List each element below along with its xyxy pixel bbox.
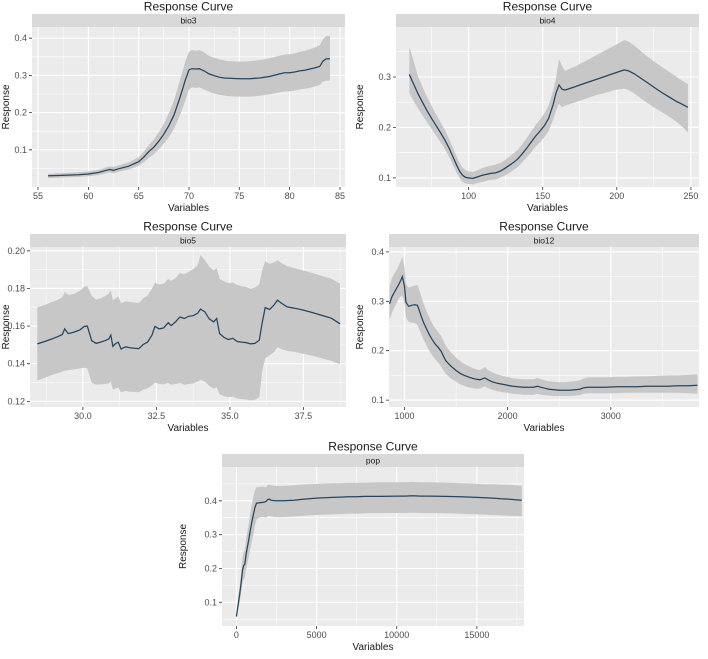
axis-tick-marks (219, 500, 478, 629)
x-tick-label: 15000 (464, 630, 489, 640)
x-axis-title: Variables (524, 423, 565, 434)
facet-strip (32, 14, 345, 27)
x-tick-label: 10000 (384, 630, 409, 640)
y-tick-label: 0.4 (371, 247, 384, 257)
x-tick-label: 30.0 (74, 411, 92, 421)
chart-title: Response Curve (143, 220, 233, 234)
y-tick-label: 0.1 (371, 395, 384, 405)
y-tick-label: 0.1 (14, 145, 27, 155)
facet-label: bio3 (180, 16, 196, 26)
y-axis-title: Response (1, 304, 12, 349)
confidence-band (37, 254, 341, 401)
axis-tick-marks (29, 37, 341, 190)
x-tick-label: 0 (234, 630, 239, 640)
y-tick-label: 0.3 (204, 530, 217, 540)
chart-title: Response Curve (144, 0, 234, 14)
facet-label: bio4 (539, 16, 555, 26)
axis-tick-marks (393, 76, 692, 190)
x-tick-label: 70 (184, 191, 194, 201)
x-axis-title: Variables (353, 642, 394, 653)
x-axis-title: Variables (168, 203, 209, 214)
chart-svg: pop 0 5000 10000 15000 0.1 0.2 0.3 0.4 Response C… (178, 440, 524, 653)
y-tick-label: 0.12 (7, 396, 25, 406)
y-axis-title: Response (355, 304, 366, 349)
axis-tick-marks (27, 250, 304, 410)
x-axis-title: Variables (527, 203, 568, 214)
y-axis-title: Response (178, 524, 189, 569)
x-tick-label: 60 (83, 191, 93, 201)
x-tick-label: 37.5 (295, 411, 313, 421)
y-tick-label: 0.2 (204, 564, 217, 574)
facet-strip (396, 14, 699, 27)
response-line (48, 57, 330, 177)
chart-pop: pop 0 5000 10000 15000 0.1 0.2 0.3 0.4 Response C… (177, 440, 531, 659)
y-tick-label: 0.2 (14, 108, 27, 118)
x-tick-label: 5000 (307, 630, 327, 640)
y-axis-title: Response (1, 84, 12, 129)
y-tick-label: 0.1 (378, 173, 391, 183)
x-tick-label: 150 (535, 191, 550, 201)
y-tick-label: 0.3 (378, 72, 391, 82)
grid-major (389, 247, 699, 407)
chart-bio3: bio3 55 60 65 70 75 80 85 0.1 0.2 0.3 0.4 Response C… (0, 0, 354, 220)
y-tick-label: 0.2 (371, 346, 384, 356)
x-axis-title: Variables (168, 423, 209, 434)
confidence-band (48, 35, 330, 179)
x-tick-label: 250 (683, 191, 698, 201)
grid-major (222, 467, 524, 626)
grid-minor (389, 247, 699, 407)
chart-svg: bio4 100 150 200 250 0.1 0.2 0.3 Response Curve V… (355, 0, 699, 214)
x-tick-label: 65 (134, 191, 144, 201)
facet-label: bio5 (180, 236, 196, 246)
chart-title: Response Curve (328, 440, 418, 454)
x-tick-label: 55 (33, 191, 43, 201)
confidence-band (389, 256, 698, 397)
grid-major (396, 27, 699, 187)
y-tick-label: 0.3 (14, 70, 27, 80)
y-tick-label: 0.1 (204, 597, 217, 607)
x-tick-label: 3000 (601, 411, 621, 421)
confidence-band (236, 481, 522, 619)
chart-title: Response Curve (503, 0, 593, 14)
chart-bio4: bio4 100 150 200 250 0.1 0.2 0.3 Response Curve V… (354, 0, 708, 220)
y-tick-label: 0.4 (14, 33, 27, 43)
x-tick-label: 200 (609, 191, 624, 201)
y-tick-label: 0.18 (7, 283, 25, 293)
chart-svg: bio5 30.0 32.5 35.0 37.5 0.12 0.14 0.16 0.18 0.20… (1, 220, 346, 434)
y-tick-label: 0.14 (7, 359, 25, 369)
x-tick-label: 32.5 (148, 411, 166, 421)
y-tick-label: 0.4 (204, 496, 217, 506)
x-tick-label: 2000 (498, 411, 518, 421)
y-tick-label: 0.20 (7, 246, 25, 256)
facet-strip (389, 234, 699, 247)
response-line (408, 69, 689, 180)
x-tick-label: 85 (335, 191, 345, 201)
facet-strip (222, 454, 524, 467)
y-tick-label: 0.3 (371, 296, 384, 306)
y-axis-title: Response (355, 84, 366, 129)
facet-label: pop (366, 456, 380, 466)
chart-svg: bio3 55 60 65 70 75 80 85 0.1 0.2 0.3 0.4 Response C… (1, 0, 345, 214)
x-tick-label: 1000 (394, 411, 414, 421)
y-tick-label: 0.2 (378, 122, 391, 132)
response-line (235, 495, 522, 617)
facet-strip (30, 234, 346, 247)
response-line (37, 299, 341, 350)
x-tick-label: 80 (285, 191, 295, 201)
facet-label: bio12 (534, 236, 555, 246)
confidence-band (409, 40, 688, 185)
chart-bio12: bio12 1000 2000 3000 0.1 0.2 0.3 0.4 Response Cu… (354, 220, 708, 440)
chart-title: Response Curve (499, 220, 589, 234)
x-tick-label: 75 (234, 191, 244, 201)
x-tick-label: 100 (461, 191, 476, 201)
axis-tick-marks (386, 251, 612, 410)
chart-bio5: bio5 30.0 32.5 35.0 37.5 0.12 0.14 0.16 0.18 0.20… (0, 220, 354, 440)
x-tick-label: 35.0 (221, 411, 239, 421)
chart-svg: bio12 1000 2000 3000 0.1 0.2 0.3 0.4 Response Cu… (355, 220, 699, 434)
panel-background (396, 27, 699, 187)
response-line (389, 274, 698, 391)
y-tick-label: 0.16 (7, 321, 25, 331)
